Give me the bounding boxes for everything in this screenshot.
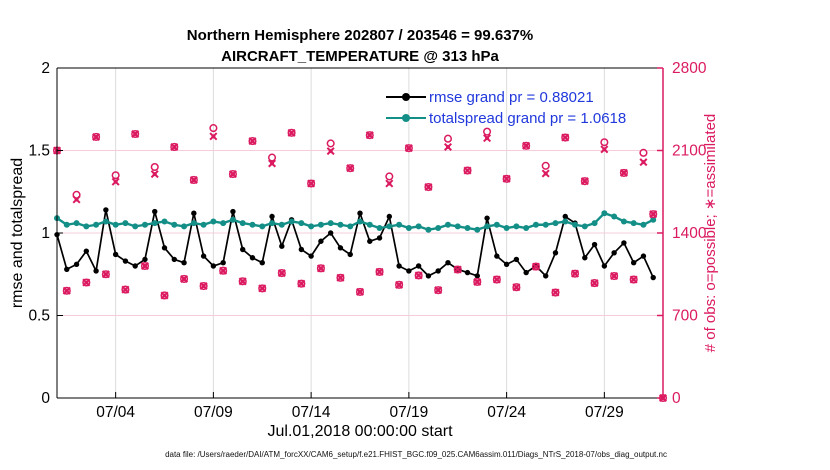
tick-labels: 0 0.5 1 1.5 2 07/04 07/09 07/14 07/19 07/24 07/29 0… bbox=[28, 60, 706, 421]
svg-text:1: 1 bbox=[41, 225, 50, 242]
svg-text:07/19: 07/19 bbox=[389, 404, 428, 421]
legend-line-totalspread bbox=[386, 114, 426, 122]
totalspread-series bbox=[54, 210, 657, 233]
legend-marker-totalspread bbox=[402, 114, 410, 122]
svg-text:2800: 2800 bbox=[672, 60, 707, 77]
svg-text:07/14: 07/14 bbox=[292, 404, 331, 421]
legend-label-totalspread: totalspread grand pr = 1.0618 bbox=[429, 109, 627, 127]
svg-text:2: 2 bbox=[41, 60, 50, 77]
svg-text:1400: 1400 bbox=[672, 225, 707, 242]
legend-line-rmse bbox=[386, 93, 426, 101]
chart-title-line2: AIRCRAFT_TEMPERATURE @ 313 hPa bbox=[221, 48, 499, 65]
svg-text:0.5: 0.5 bbox=[28, 308, 50, 325]
svg-text:07/04: 07/04 bbox=[96, 404, 135, 421]
svg-text:0: 0 bbox=[41, 390, 50, 407]
axis-frame bbox=[56, 67, 664, 399]
legend-item-totalspread: totalspread grand pr = 1.0618 bbox=[386, 109, 627, 127]
chart-title-line1: Northern Hemisphere 202807 / 203546 = 99… bbox=[186, 27, 534, 44]
legend-label-rmse: rmse grand pr = 0.88021 bbox=[429, 88, 594, 106]
svg-text:1.5: 1.5 bbox=[28, 143, 50, 160]
legend-marker-rmse bbox=[402, 93, 410, 101]
left-y-axis-label: rmse and totalspread bbox=[9, 157, 26, 309]
gridlines bbox=[57, 68, 663, 398]
svg-text:700: 700 bbox=[672, 308, 698, 325]
svg-text:2100: 2100 bbox=[672, 143, 707, 160]
svg-text:07/29: 07/29 bbox=[585, 404, 624, 421]
right-y-axis-label: # of obs: o=possible; ∗=assimilated bbox=[702, 113, 719, 353]
obs-count-markers bbox=[52, 124, 668, 403]
data-file-path: data file: /Users/raeder/DAI/ATM_forcXX/… bbox=[165, 450, 667, 459]
svg-text:07/24: 07/24 bbox=[487, 404, 526, 421]
x-axis-label: Jul.01,2018 00:00:00 start bbox=[267, 423, 453, 440]
legend-item-rmse: rmse grand pr = 0.88021 bbox=[386, 88, 594, 106]
svg-text:07/09: 07/09 bbox=[194, 404, 233, 421]
rmse-series bbox=[54, 207, 656, 281]
svg-text:0: 0 bbox=[672, 390, 681, 407]
